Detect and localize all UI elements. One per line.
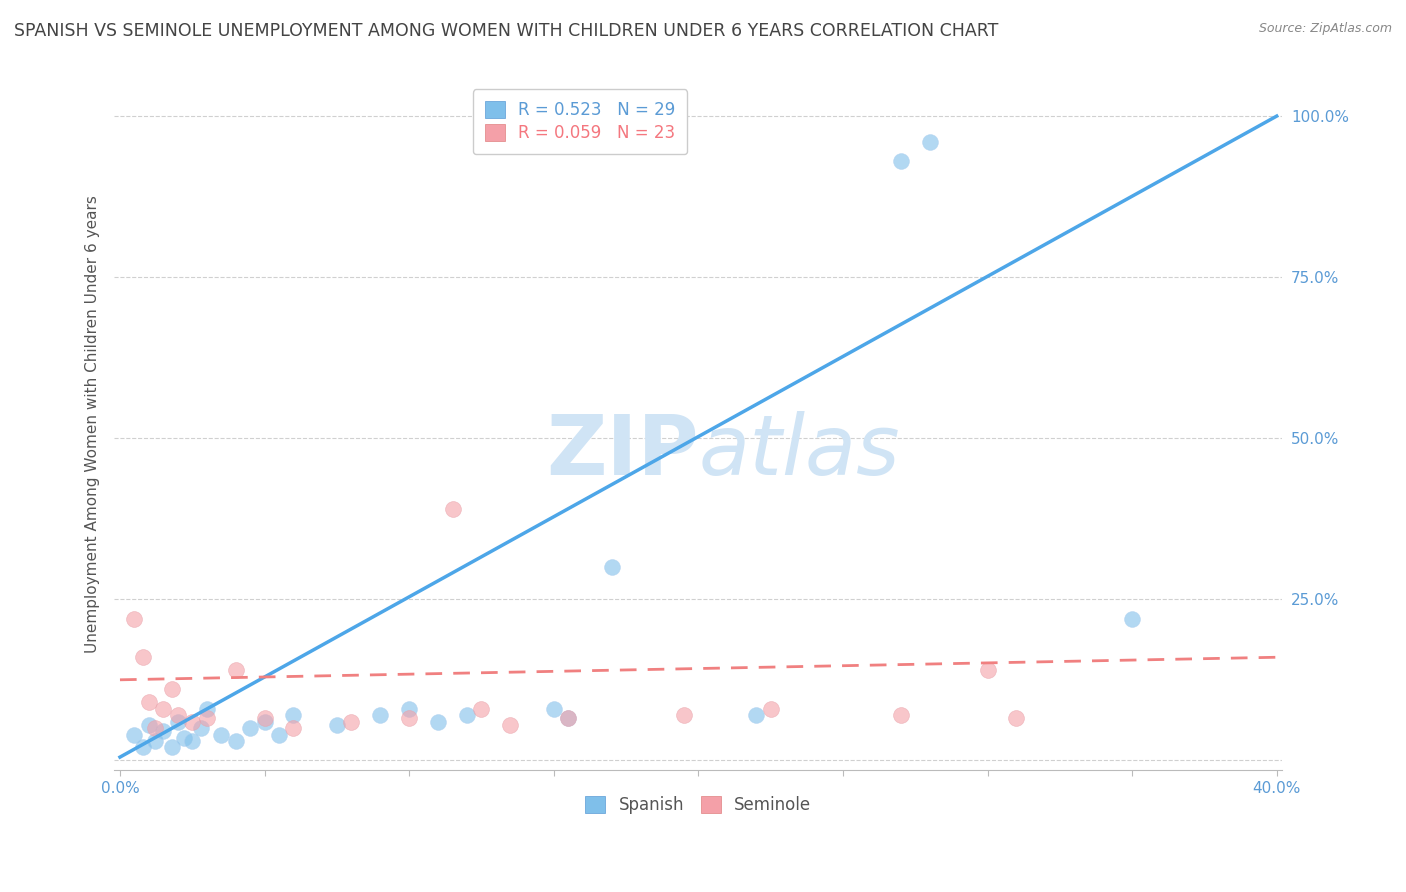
Point: [470, 702, 492, 716]
Point: [890, 708, 912, 723]
Point: [499, 718, 522, 732]
Point: [253, 711, 276, 725]
Point: [283, 708, 305, 723]
Point: [152, 724, 174, 739]
Point: [225, 734, 247, 748]
Point: [181, 734, 204, 748]
Point: [441, 502, 464, 516]
Point: [124, 728, 146, 742]
Point: [166, 714, 188, 729]
Point: [368, 708, 391, 723]
Point: [195, 702, 218, 716]
Point: [166, 708, 188, 723]
Point: [1121, 611, 1143, 625]
Point: [918, 135, 941, 149]
Point: [976, 663, 998, 677]
Point: [173, 731, 195, 745]
Point: [225, 663, 247, 677]
Point: [253, 714, 276, 729]
Point: [267, 728, 290, 742]
Point: [239, 721, 262, 735]
Point: [890, 154, 912, 169]
Legend: Spanish, Seminole: Spanish, Seminole: [575, 786, 821, 824]
Point: [283, 721, 305, 735]
Point: [427, 714, 450, 729]
Point: [543, 702, 565, 716]
Point: [152, 702, 174, 716]
Point: [600, 560, 623, 574]
Point: [190, 721, 212, 735]
Point: [132, 740, 155, 755]
Point: [181, 714, 204, 729]
Point: [132, 650, 155, 665]
Text: Source: ZipAtlas.com: Source: ZipAtlas.com: [1258, 22, 1392, 36]
Point: [557, 711, 579, 725]
Point: [160, 740, 183, 755]
Point: [138, 718, 160, 732]
Point: [209, 728, 232, 742]
Y-axis label: Unemployment Among Women with Children Under 6 years: Unemployment Among Women with Children U…: [86, 194, 100, 653]
Text: SPANISH VS SEMINOLE UNEMPLOYMENT AMONG WOMEN WITH CHILDREN UNDER 6 YEARS CORRELA: SPANISH VS SEMINOLE UNEMPLOYMENT AMONG W…: [14, 22, 998, 40]
Point: [672, 708, 695, 723]
Point: [143, 721, 166, 735]
Point: [124, 611, 146, 625]
Point: [143, 734, 166, 748]
Point: [326, 718, 349, 732]
Point: [195, 711, 218, 725]
Point: [160, 682, 183, 697]
Point: [398, 711, 420, 725]
Point: [340, 714, 363, 729]
Point: [1005, 711, 1028, 725]
Point: [557, 711, 579, 725]
Point: [138, 695, 160, 709]
Point: [759, 702, 782, 716]
Text: atlas: atlas: [699, 411, 900, 491]
Text: ZIP: ZIP: [546, 411, 699, 491]
Point: [398, 702, 420, 716]
Point: [745, 708, 768, 723]
Point: [456, 708, 478, 723]
